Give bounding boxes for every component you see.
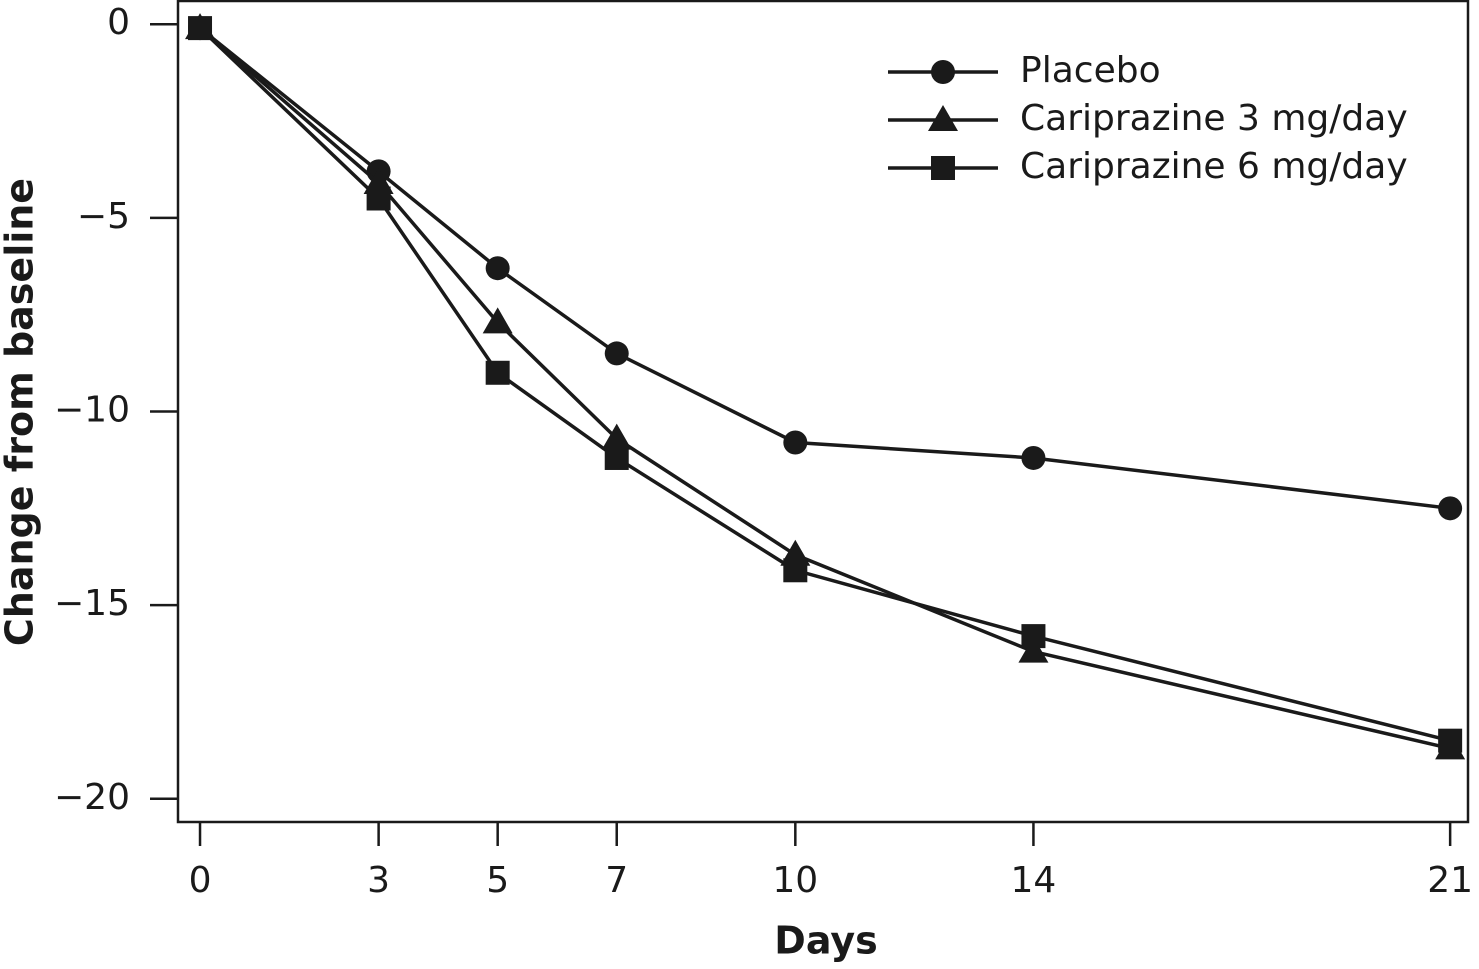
x-axis-label: Days bbox=[774, 919, 877, 963]
marker bbox=[366, 186, 391, 211]
legend-marker bbox=[931, 60, 955, 84]
marker bbox=[604, 445, 629, 470]
marker bbox=[485, 256, 510, 281]
marker bbox=[1021, 445, 1046, 470]
y-tick-label: −20 bbox=[54, 777, 130, 818]
marker bbox=[604, 341, 629, 366]
x-tick-label: 10 bbox=[772, 860, 818, 901]
x-tick-label: 3 bbox=[367, 860, 390, 901]
y-axis-label: Change from baseline bbox=[0, 178, 42, 646]
legend-marker bbox=[928, 105, 958, 131]
marker bbox=[783, 558, 808, 583]
legend-marker bbox=[931, 156, 955, 180]
x-tick-label: 0 bbox=[189, 860, 212, 901]
marker bbox=[1021, 624, 1046, 649]
x-tick-label: 21 bbox=[1427, 860, 1473, 901]
marker bbox=[1438, 496, 1463, 521]
x-tick-label: 5 bbox=[486, 860, 509, 901]
marker bbox=[1438, 728, 1463, 753]
y-tick-label: −10 bbox=[54, 390, 130, 431]
marker bbox=[485, 360, 510, 385]
y-tick-label: −5 bbox=[77, 196, 130, 237]
marker bbox=[188, 16, 213, 41]
x-tick-label: 7 bbox=[605, 860, 628, 901]
legend-label: Cariprazine 6 mg/day bbox=[1020, 146, 1408, 187]
legend-label: Placebo bbox=[1020, 50, 1161, 91]
marker bbox=[601, 423, 632, 450]
y-tick-label: 0 bbox=[107, 2, 130, 43]
y-tick-label: −15 bbox=[54, 583, 130, 624]
marker bbox=[1018, 636, 1049, 663]
marker bbox=[783, 430, 808, 455]
legend-label: Cariprazine 3 mg/day bbox=[1020, 98, 1408, 139]
x-tick-label: 14 bbox=[1011, 860, 1057, 901]
marker bbox=[482, 307, 513, 334]
